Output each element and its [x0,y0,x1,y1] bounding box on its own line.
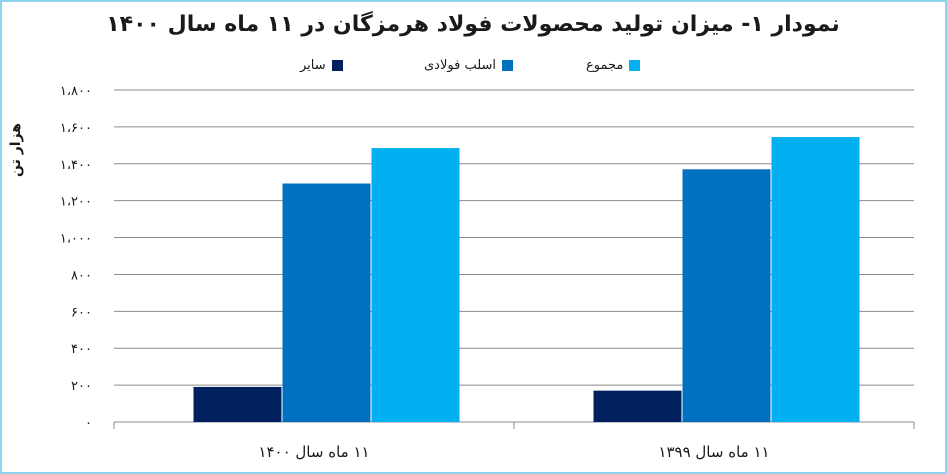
y-tick-label: ۱،۶۰۰ [60,121,92,136]
bar [193,386,282,422]
y-tick-label: ۱،۴۰۰ [60,158,92,173]
legend-swatch-slab [502,60,514,71]
y-tick-label: ۰ [85,416,92,431]
y-tick-label: ۱،۰۰۰ [60,232,92,247]
bar [682,169,771,422]
y-tick-label: ۸۰۰ [71,268,92,283]
y-tick-label: ۱،۸۰۰ [60,84,92,99]
y-tick-label: ۱،۲۰۰ [60,195,92,210]
legend-swatch-other [331,60,343,71]
y-tick-label: ۴۰۰ [71,342,92,357]
bar [771,137,860,423]
y-tick-label: ۲۰۰ [71,379,92,394]
y-tick-label: ۶۰۰ [71,305,92,320]
bar [593,390,682,422]
legend-item-total: مجموع [586,58,641,76]
x-category-label: ۱۱ ماه سال ۱۳۹۹ [658,443,769,461]
legend-label-slab: اسلب فولادی [424,58,497,73]
legend-item-slab: اسلب فولادی [424,58,514,76]
bar [371,148,460,422]
legend-item-other: سایر [300,58,343,76]
legend-label-other: سایر [300,58,326,73]
legend-swatch-total [629,60,641,71]
bar [282,183,371,422]
chart-title: نمودار ۱- میزان تولید محصولات فولاد هرمز… [106,12,840,37]
legend-label-total: مجموع [586,58,624,73]
x-category-label: ۱۱ ماه سال ۱۴۰۰ [258,443,369,461]
